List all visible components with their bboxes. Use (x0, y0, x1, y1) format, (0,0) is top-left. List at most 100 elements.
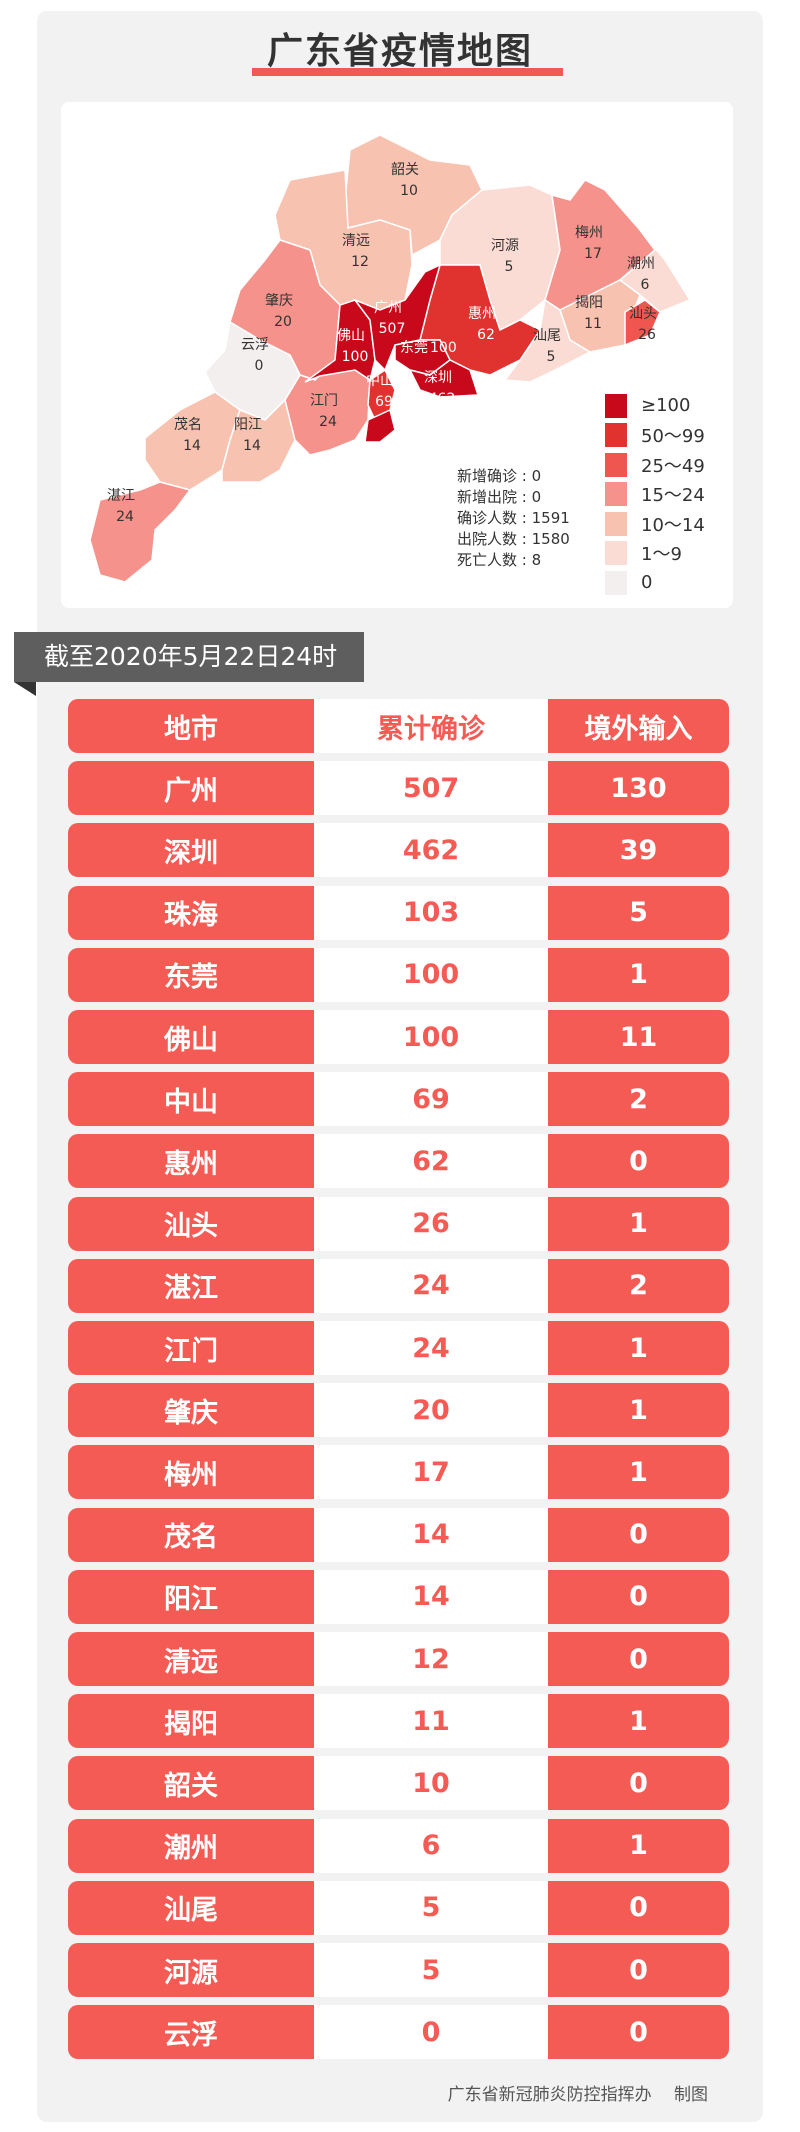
map-region-name: 梅州 (575, 225, 603, 241)
imported-cell: 1 (548, 1694, 729, 1749)
city-cell: 汕尾 (68, 1880, 314, 1935)
imported-cell: 1 (548, 1383, 729, 1438)
total-confirmed-cell: 24 (314, 1321, 548, 1375)
map-region (364, 408, 396, 443)
total-confirmed-cell: 14 (314, 1569, 548, 1624)
stat-label: 新增出院 (457, 488, 518, 506)
city-cell: 清远 (68, 1632, 314, 1686)
legend-swatch (605, 541, 627, 566)
imported-cell: 1 (548, 1196, 729, 1251)
table-row: 肇庆 20 1 (68, 1383, 729, 1438)
legend-swatch (605, 423, 627, 448)
legend-swatch (605, 570, 627, 595)
imported-cell: 39 (548, 823, 729, 878)
city-cell: 佛山 (68, 1010, 314, 1064)
map-region-value: 0 (255, 358, 264, 374)
map-region-name: 河源 (491, 238, 519, 254)
legend-item: 0 (605, 568, 705, 598)
table-row: 东莞 100 1 (68, 947, 729, 1002)
map-region-name: 珠海 (404, 418, 432, 434)
table-row: 江门 24 1 (68, 1321, 729, 1375)
imported-cell: 0 (548, 1880, 729, 1935)
map-region-name: 云浮 (241, 337, 269, 353)
legend-label: 0 (641, 572, 653, 594)
total-confirmed-cell: 12 (314, 1632, 548, 1686)
map-region-name: 深圳 (424, 370, 452, 386)
total-confirmed-cell: 14 (314, 1507, 548, 1562)
map-region-name: 韶关 (391, 162, 419, 178)
table-header-total-confirmed: 累计确诊 (314, 699, 548, 753)
map-region-value: 6 (641, 277, 650, 293)
total-confirmed-cell: 62 (314, 1134, 548, 1189)
map-region-value: 69 (375, 394, 393, 410)
total-confirmed-cell: 10 (314, 1756, 548, 1811)
map-region (352, 263, 442, 372)
total-confirmed-cell: 507 (314, 761, 548, 816)
imported-cell: 1 (548, 1445, 729, 1500)
city-cell: 汕头 (68, 1196, 314, 1251)
map-region-value: 17 (584, 246, 602, 262)
total-confirmed-cell: 26 (314, 1196, 548, 1251)
imported-cell: 130 (548, 761, 729, 816)
legend-item: 25～49 (605, 450, 705, 480)
total-confirmed-cell: 100 (314, 1010, 548, 1064)
total-confirmed-cell: 100 (314, 947, 548, 1002)
legend-swatch (605, 393, 627, 418)
imported-cell: 0 (548, 1569, 729, 1624)
map-region-value: 14 (243, 438, 261, 454)
map-region-name: 潮州 (627, 256, 655, 272)
table-row: 佛山 100 11 (68, 1010, 729, 1064)
map-region-name: 东莞 (400, 340, 428, 356)
map-region-value: 20 (274, 314, 292, 330)
map-region-value: 5 (505, 259, 514, 275)
table-row: 清远 12 0 (68, 1632, 729, 1686)
table-header-imported: 境外输入 (548, 699, 729, 753)
city-cell: 云浮 (68, 2005, 314, 2060)
city-cell: 茂名 (68, 1507, 314, 1562)
map-region-name: 清远 (342, 233, 370, 249)
table-row: 湛江 24 2 (68, 1258, 729, 1313)
table-row: 茂名 14 0 (68, 1507, 729, 1562)
legend-item: ≥100 (605, 391, 705, 421)
total-confirmed-cell: 5 (314, 1943, 548, 1997)
map-region (89, 481, 192, 583)
city-cell: 阳江 (68, 1569, 314, 1624)
city-cell: 珠海 (68, 885, 314, 940)
map-region-name: 汕头 (629, 306, 657, 322)
city-cell: 广州 (68, 761, 314, 816)
stat-label: 死亡人数 (457, 551, 518, 569)
map-region (221, 398, 296, 483)
city-cell: 湛江 (68, 1258, 314, 1313)
stat-separator: : (517, 551, 532, 569)
map-region-name: 汕尾 (533, 328, 561, 344)
table-header-row: 地市 累计确诊 境外输入 (68, 699, 729, 753)
footer-credit: 广东省新冠肺炎防控指挥办 制图 (447, 2085, 708, 2105)
legend-swatch (605, 482, 627, 507)
legend-item: 50～99 (605, 421, 705, 451)
map-region-value: 100 (430, 340, 457, 356)
map-region-name: 阳江 (234, 417, 262, 433)
legend-item: 10～14 (605, 509, 705, 539)
stat-separator: : (517, 488, 532, 506)
legend-item: 1～9 (605, 539, 705, 569)
table-row: 阳江 14 0 (68, 1569, 729, 1624)
imported-cell: 0 (548, 1756, 729, 1811)
imported-cell: 0 (548, 1632, 729, 1686)
legend-label: 25～49 (641, 455, 705, 477)
imported-cell: 1 (548, 1321, 729, 1375)
imported-cell: 5 (548, 885, 729, 940)
city-cell: 揭阳 (68, 1694, 314, 1749)
city-cell: 深圳 (68, 823, 314, 878)
table-row: 云浮 0 0 (68, 2005, 729, 2060)
map-region (304, 299, 376, 383)
imported-cell: 2 (548, 1072, 729, 1127)
imported-cell: 0 (548, 2005, 729, 2060)
map-region (624, 299, 661, 347)
legend-label: ≥100 (641, 395, 691, 417)
map-region-value: 462 (429, 391, 456, 407)
total-confirmed-cell: 11 (314, 1694, 548, 1749)
legend-label: 50～99 (641, 426, 705, 448)
page-title: 广东省疫情地图 (266, 31, 533, 72)
total-confirmed-cell: 5 (314, 1880, 548, 1935)
total-confirmed-cell: 462 (314, 823, 548, 878)
